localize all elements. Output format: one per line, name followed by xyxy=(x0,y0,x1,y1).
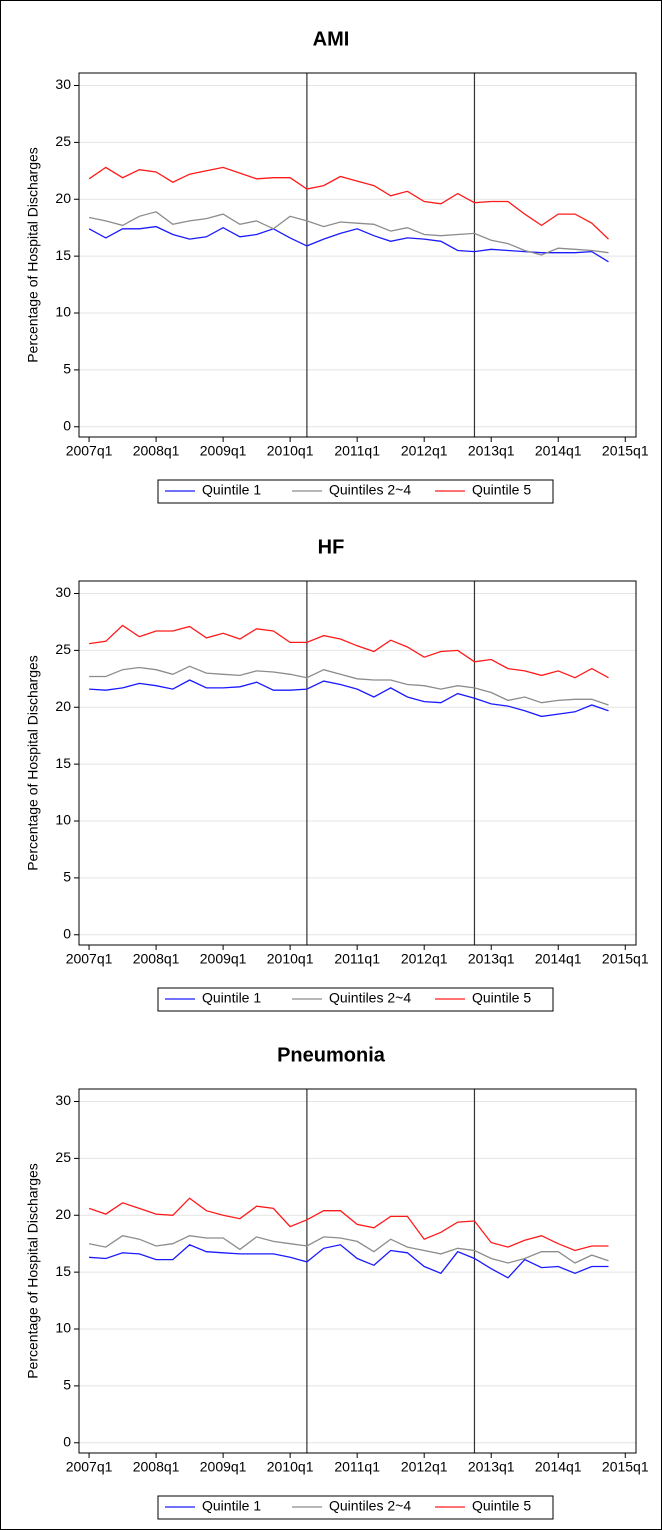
x-tick-label: 2012q1 xyxy=(401,1459,448,1475)
x-tick-label: 2008q1 xyxy=(133,951,180,967)
x-tick-label: 2009q1 xyxy=(200,951,247,967)
y-tick-label: 30 xyxy=(55,76,71,92)
legend-label: Quintiles 2~4 xyxy=(329,482,411,498)
legend-label: Quintile 5 xyxy=(472,1498,531,1514)
y-tick-label: 25 xyxy=(55,641,71,657)
x-tick-label: 2015q1 xyxy=(602,951,649,967)
y-tick-label: 0 xyxy=(63,925,71,941)
chart-title: HF xyxy=(318,536,345,558)
x-tick-label: 2009q1 xyxy=(200,1459,247,1475)
x-tick-label: 2013q1 xyxy=(468,951,515,967)
chart-title: Pneumonia xyxy=(277,1044,386,1066)
y-tick-label: 10 xyxy=(55,812,71,828)
y-tick-label: 30 xyxy=(55,584,71,600)
legend-box xyxy=(157,1495,554,1520)
y-tick-label: 5 xyxy=(63,361,71,377)
y-tick-label: 0 xyxy=(63,417,71,433)
y-tick-label: 10 xyxy=(55,304,71,320)
y-axis-label: Percentage of Hospital Discharges xyxy=(25,655,41,871)
y-tick-label: 15 xyxy=(55,755,71,771)
y-axis-label: Percentage of Hospital Discharges xyxy=(25,147,41,363)
plot-frame xyxy=(78,1088,637,1454)
x-tick-label: 2011q1 xyxy=(334,1459,380,1475)
x-tick-label: 2012q1 xyxy=(401,951,448,967)
y-tick-label: 5 xyxy=(63,869,71,885)
data-line xyxy=(89,1244,609,1279)
legend-label: Quintile 5 xyxy=(472,990,531,1006)
y-tick-label: 15 xyxy=(55,247,71,263)
legend-label: Quintiles 2~4 xyxy=(329,1498,411,1514)
legend-label: Quintile 1 xyxy=(202,990,261,1006)
y-tick-label: 20 xyxy=(55,698,71,714)
x-tick-label: 2015q1 xyxy=(602,1459,649,1475)
x-tick-label: 2007q1 xyxy=(66,951,113,967)
chart-title: AMI xyxy=(313,28,350,50)
y-axis-label: Percentage of Hospital Discharges xyxy=(25,1163,41,1379)
y-tick-label: 30 xyxy=(55,1092,71,1108)
x-tick-label: 2014q1 xyxy=(535,443,582,459)
legend-label: Quintile 1 xyxy=(202,482,261,498)
y-tick-label: 10 xyxy=(55,1320,71,1336)
x-tick-label: 2010q1 xyxy=(267,1459,314,1475)
plot-frame xyxy=(78,580,637,946)
y-tick-label: 0 xyxy=(63,1433,71,1449)
x-tick-label: 2011q1 xyxy=(334,951,380,967)
x-tick-label: 2015q1 xyxy=(602,443,649,459)
data-line xyxy=(89,665,609,706)
plot-area xyxy=(79,73,636,437)
x-tick-label: 2008q1 xyxy=(133,443,180,459)
y-tick-label: 5 xyxy=(63,1377,71,1393)
plot-area xyxy=(79,581,636,945)
legend-label: Quintile 5 xyxy=(472,482,531,498)
y-tick-label: 25 xyxy=(55,1149,71,1165)
data-line xyxy=(88,166,609,240)
x-tick-label: 2010q1 xyxy=(267,443,314,459)
legend-box xyxy=(157,479,554,504)
plot-frame xyxy=(78,72,637,438)
data-line xyxy=(89,624,609,679)
x-tick-label: 2013q1 xyxy=(468,1459,515,1475)
plot-area xyxy=(79,1089,636,1453)
legend-label: Quintile 1 xyxy=(202,1498,261,1514)
y-tick-label: 20 xyxy=(55,190,71,206)
legend-label: Quintiles 2~4 xyxy=(329,990,411,1006)
x-tick-label: 2010q1 xyxy=(267,951,314,967)
y-tick-label: 15 xyxy=(55,1263,71,1279)
data-line xyxy=(89,679,609,718)
x-tick-label: 2012q1 xyxy=(401,443,448,459)
data-line xyxy=(88,1235,609,1264)
data-line xyxy=(88,225,609,263)
x-tick-label: 2007q1 xyxy=(66,1459,113,1475)
x-tick-label: 2013q1 xyxy=(468,443,515,459)
x-tick-label: 2011q1 xyxy=(334,443,380,459)
data-line xyxy=(88,1197,609,1252)
x-tick-label: 2014q1 xyxy=(535,1459,582,1475)
data-line xyxy=(88,211,609,256)
x-tick-label: 2009q1 xyxy=(200,443,247,459)
x-tick-label: 2014q1 xyxy=(535,951,582,967)
legend-box xyxy=(157,987,554,1012)
x-tick-label: 2007q1 xyxy=(66,443,113,459)
y-tick-label: 25 xyxy=(55,133,71,149)
x-tick-label: 2008q1 xyxy=(133,1459,180,1475)
y-tick-label: 20 xyxy=(55,1206,71,1222)
